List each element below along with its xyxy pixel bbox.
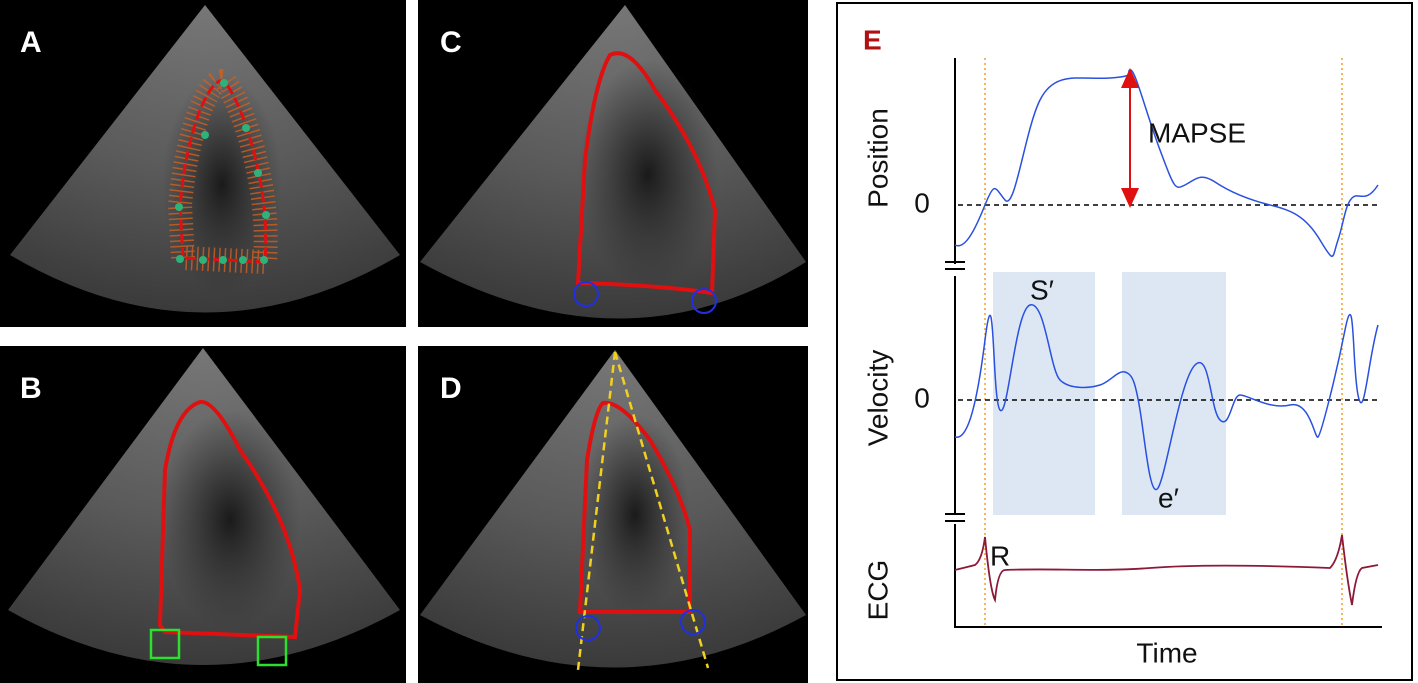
- annotation: e′: [1158, 482, 1179, 513]
- panel-e: E Position Velocity ECG 0 0 MAPSE S′ e′ …: [836, 2, 1413, 681]
- panel-label: C: [440, 26, 462, 59]
- panel-label: A: [20, 26, 42, 59]
- x-label: Time: [1136, 637, 1197, 668]
- panel-d: D: [418, 346, 808, 683]
- y-label: ECG: [862, 560, 893, 621]
- panel-a: A: [0, 0, 406, 327]
- panel-c: C: [418, 0, 808, 327]
- panel-b: B: [0, 346, 406, 683]
- panel-label: E: [863, 24, 882, 55]
- annotation: R: [990, 540, 1010, 571]
- y-label: Velocity: [862, 350, 893, 447]
- annotation: S′: [1030, 274, 1054, 305]
- panel-label: B: [20, 372, 42, 405]
- panel-label: D: [440, 372, 462, 405]
- annotation: MAPSE: [1148, 117, 1246, 148]
- y-label: Position: [862, 108, 893, 208]
- zero-label: 0: [914, 187, 930, 218]
- zero-label: 0: [914, 382, 930, 413]
